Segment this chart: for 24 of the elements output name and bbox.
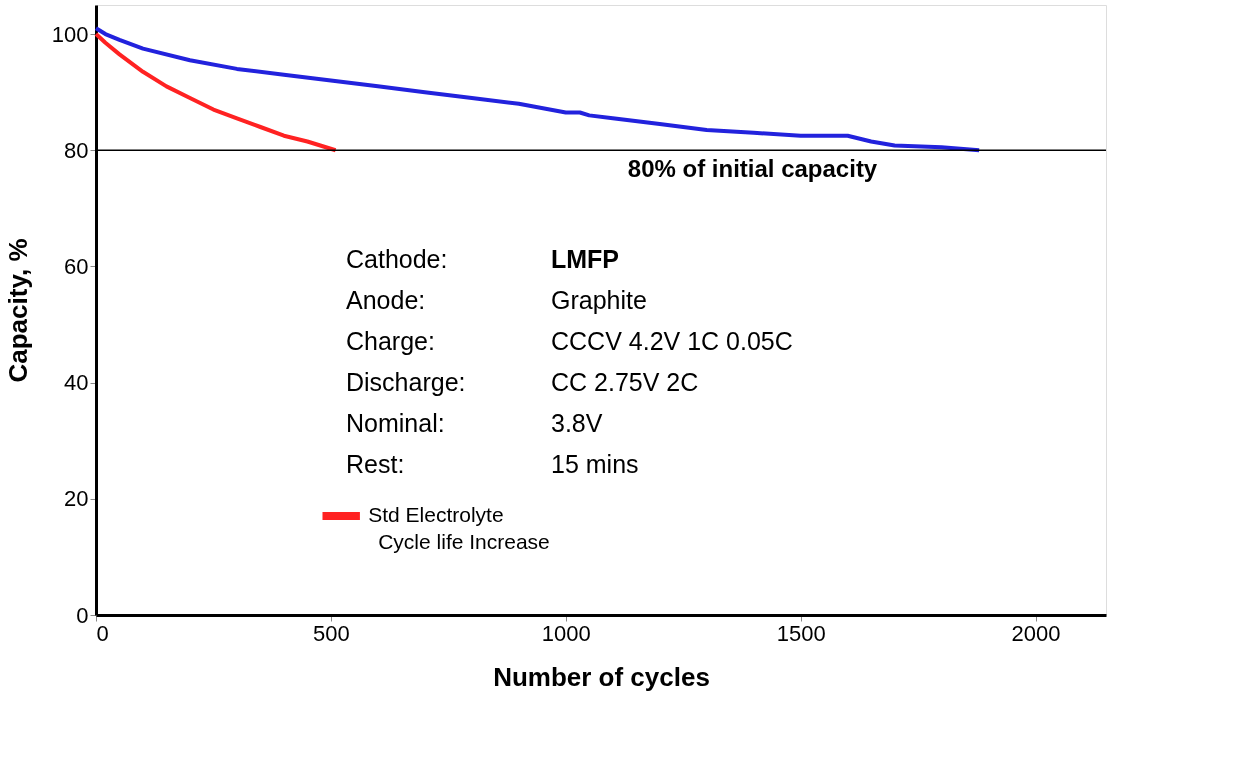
- x-tick-label: 1500: [776, 620, 826, 646]
- text: Rest: 15 mins: [346, 450, 639, 478]
- y-tick-label: 40: [64, 370, 89, 396]
- line-series: [94, 32, 338, 153]
- x-tick-label: 0: [96, 620, 109, 646]
- text: Anode: Graphite: [346, 286, 647, 314]
- text: Nominal: 3.8V: [346, 409, 603, 437]
- x-tick-label: 500: [313, 620, 350, 646]
- x-tick-label: 1000: [541, 620, 591, 646]
- y-tick-label: 60: [64, 253, 89, 279]
- y-tick-label: 100: [51, 21, 89, 47]
- text: Charge: CCCV 4.2V 1C 0.05C: [346, 327, 793, 355]
- line-series: [94, 26, 982, 153]
- y-tick-label: 0: [76, 602, 89, 628]
- annotation: Cycle life Increase: [378, 530, 550, 553]
- ref-line-label: 80% of initial capacity: [627, 155, 878, 183]
- x-tick-label: 2000: [1011, 620, 1061, 646]
- y-tick-label: 80: [64, 137, 89, 163]
- legend-label: Std Electrolyte: [368, 503, 504, 526]
- y-tick-label: 20: [64, 486, 89, 512]
- text: Cathode: LMFP: [346, 245, 620, 273]
- y-axis-title: Capacity, %: [2, 238, 33, 383]
- x-axis-title: Number of cycles: [493, 661, 710, 692]
- text: Discharge: CC 2.75V 2C: [346, 368, 699, 396]
